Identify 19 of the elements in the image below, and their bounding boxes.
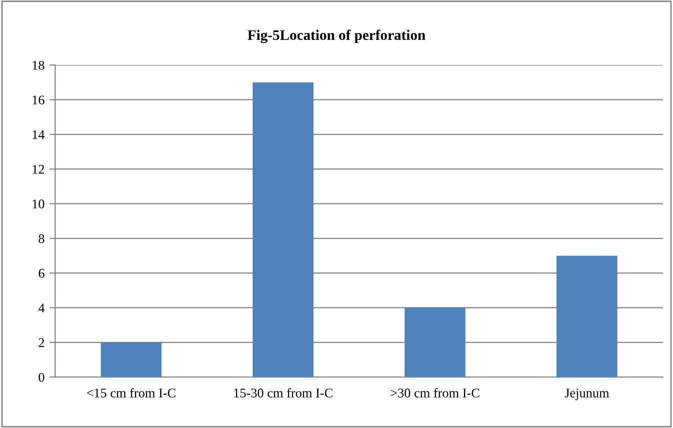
x-tick-label: >30 cm from I-C [390,388,480,398]
bar [556,256,618,378]
y-tick-label: 2 [38,338,44,347]
y-tick-label: 8 [38,234,44,244]
y-tick-label: 16 [32,96,44,104]
x-tick-label: Jejunum [564,388,610,400]
y-tick-label: 12 [32,164,44,174]
x-tick-label: <15 cm from I-C [86,388,176,398]
y-tick-label: 10 [32,200,44,208]
bar [404,308,466,378]
y-tick-label: 18 [32,60,44,70]
y-tick-label: 4 [38,304,45,312]
chart-title: Fig-5Location of perforation [248,30,426,44]
y-tick-label: 14 [32,130,45,139]
y-tick-label: 6 [38,268,44,278]
y-tick-label: 0 [38,372,44,382]
bar [100,342,162,378]
bar [252,82,314,378]
x-tick-label: 15-30 cm from I-C [234,388,332,398]
